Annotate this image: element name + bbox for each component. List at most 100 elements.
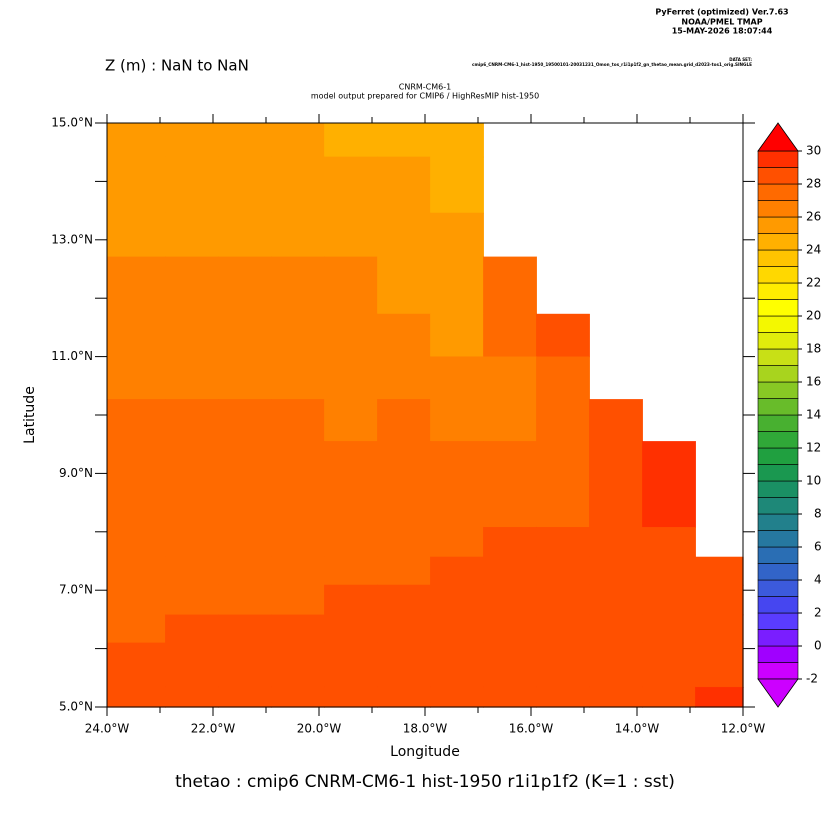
cell: [695, 686, 744, 708]
cell: [106, 441, 166, 528]
colorbar-band: [757, 513, 799, 531]
cell: [430, 686, 484, 708]
cell: [165, 642, 219, 688]
colorbar-band: [757, 381, 799, 399]
colorbar-tick-label: 12: [806, 441, 821, 455]
colorbar-tick-label: -2: [806, 672, 818, 686]
cell: [165, 313, 219, 358]
x-tick-label: 22.0°W: [191, 722, 236, 736]
cell: [642, 556, 696, 586]
axes: 24.0°W 22.0°W 20.0°W 18.0°W 16.0°W 14.0°W 12.0…: [51, 114, 765, 736]
cell: [106, 526, 166, 558]
cell: [589, 441, 643, 528]
cell: [430, 556, 484, 586]
cell: [106, 584, 166, 616]
cell: [589, 556, 643, 586]
cell: [165, 614, 219, 644]
chart-title: CNRM-CM6-1: [399, 83, 451, 92]
y-tick-label: 9.0°N: [59, 466, 93, 480]
x-tick-label: 12.0°W: [721, 722, 766, 736]
header-line: PyFerret (optimized) Ver.7.63: [655, 8, 788, 17]
cell: [377, 256, 431, 315]
colorbar-band: [757, 282, 799, 300]
cell: [483, 356, 537, 400]
cell: [536, 614, 590, 644]
cell: [483, 399, 537, 442]
header-line: 15-MAY-2026 18:07:44: [672, 27, 773, 36]
colorbar-band: [757, 299, 799, 317]
cell: [271, 399, 325, 442]
cell: [324, 256, 378, 315]
colorbar-tick-label: 20: [806, 309, 821, 323]
cell: [377, 642, 431, 688]
cell: [483, 256, 537, 315]
cell: [271, 441, 325, 528]
colorbar-band: [757, 480, 799, 498]
cell: [377, 356, 431, 400]
cell: [430, 642, 484, 688]
colorbar-band: [757, 464, 799, 482]
cell: [324, 526, 378, 558]
cell: [377, 441, 431, 528]
cell: [271, 686, 325, 708]
colorbar-band: [757, 266, 799, 284]
cell: [106, 686, 166, 708]
cell: [271, 526, 325, 558]
cell: [536, 441, 590, 528]
y-axis-label: Latitude: [22, 386, 38, 444]
colorbar-tick-label: 18: [806, 342, 821, 356]
cell: [642, 441, 696, 528]
cell: [218, 256, 272, 315]
cell: [483, 584, 537, 616]
cell: [536, 526, 590, 558]
cell: [271, 556, 325, 586]
y-tick-label: 13.0°N: [51, 232, 93, 246]
cell: [377, 526, 431, 558]
cell: [218, 556, 272, 586]
cell: [483, 556, 537, 586]
colorbar-band: [757, 579, 799, 597]
x-axis-label: Longitude: [390, 744, 460, 760]
cell: [589, 614, 643, 644]
cell: [324, 212, 378, 258]
cell: [165, 356, 219, 400]
cell: [218, 156, 272, 214]
cell: [324, 313, 378, 358]
x-tick-label: 14.0°W: [615, 722, 660, 736]
dataset-label: DATA SET:: [729, 57, 752, 62]
dataset-name: cmip6_CNRM-CM6-1_hist-1950_19500101-2003…: [472, 62, 752, 67]
colorbar-band: [757, 645, 799, 663]
colorbar-band: [757, 563, 799, 581]
cell: [165, 212, 219, 258]
cell: [271, 212, 325, 258]
cell: [271, 642, 325, 688]
cell: [695, 614, 744, 644]
x-tick-label: 18.0°W: [403, 722, 448, 736]
cell: [695, 556, 744, 586]
colorbar-tick-label: 30: [806, 144, 821, 158]
cell: [589, 686, 643, 708]
cell: [430, 356, 484, 400]
colorbar-band: [757, 530, 799, 548]
cell: [165, 156, 219, 214]
cell: [106, 212, 166, 258]
cell: [483, 642, 537, 688]
cell: [324, 399, 378, 442]
x-tick-label: 20.0°W: [297, 722, 342, 736]
colorbar-tick-label: 24: [806, 243, 821, 257]
cell: [165, 441, 219, 528]
cell: [324, 556, 378, 586]
cell: [165, 584, 219, 616]
cell: [430, 441, 484, 528]
colorbar-tick-label: 2: [814, 606, 822, 620]
heatmap: [106, 122, 744, 708]
cell: [106, 313, 166, 358]
cell: [430, 584, 484, 616]
cell: [430, 156, 484, 214]
cell: [377, 584, 431, 616]
footer: thetao : cmip6 CNRM-CM6-1 hist-1950 r1i1…: [175, 772, 675, 792]
colorbar-band: [757, 546, 799, 564]
colorbar-tick-label: 28: [806, 177, 821, 191]
colorbar-tick-label: 8: [814, 507, 822, 521]
